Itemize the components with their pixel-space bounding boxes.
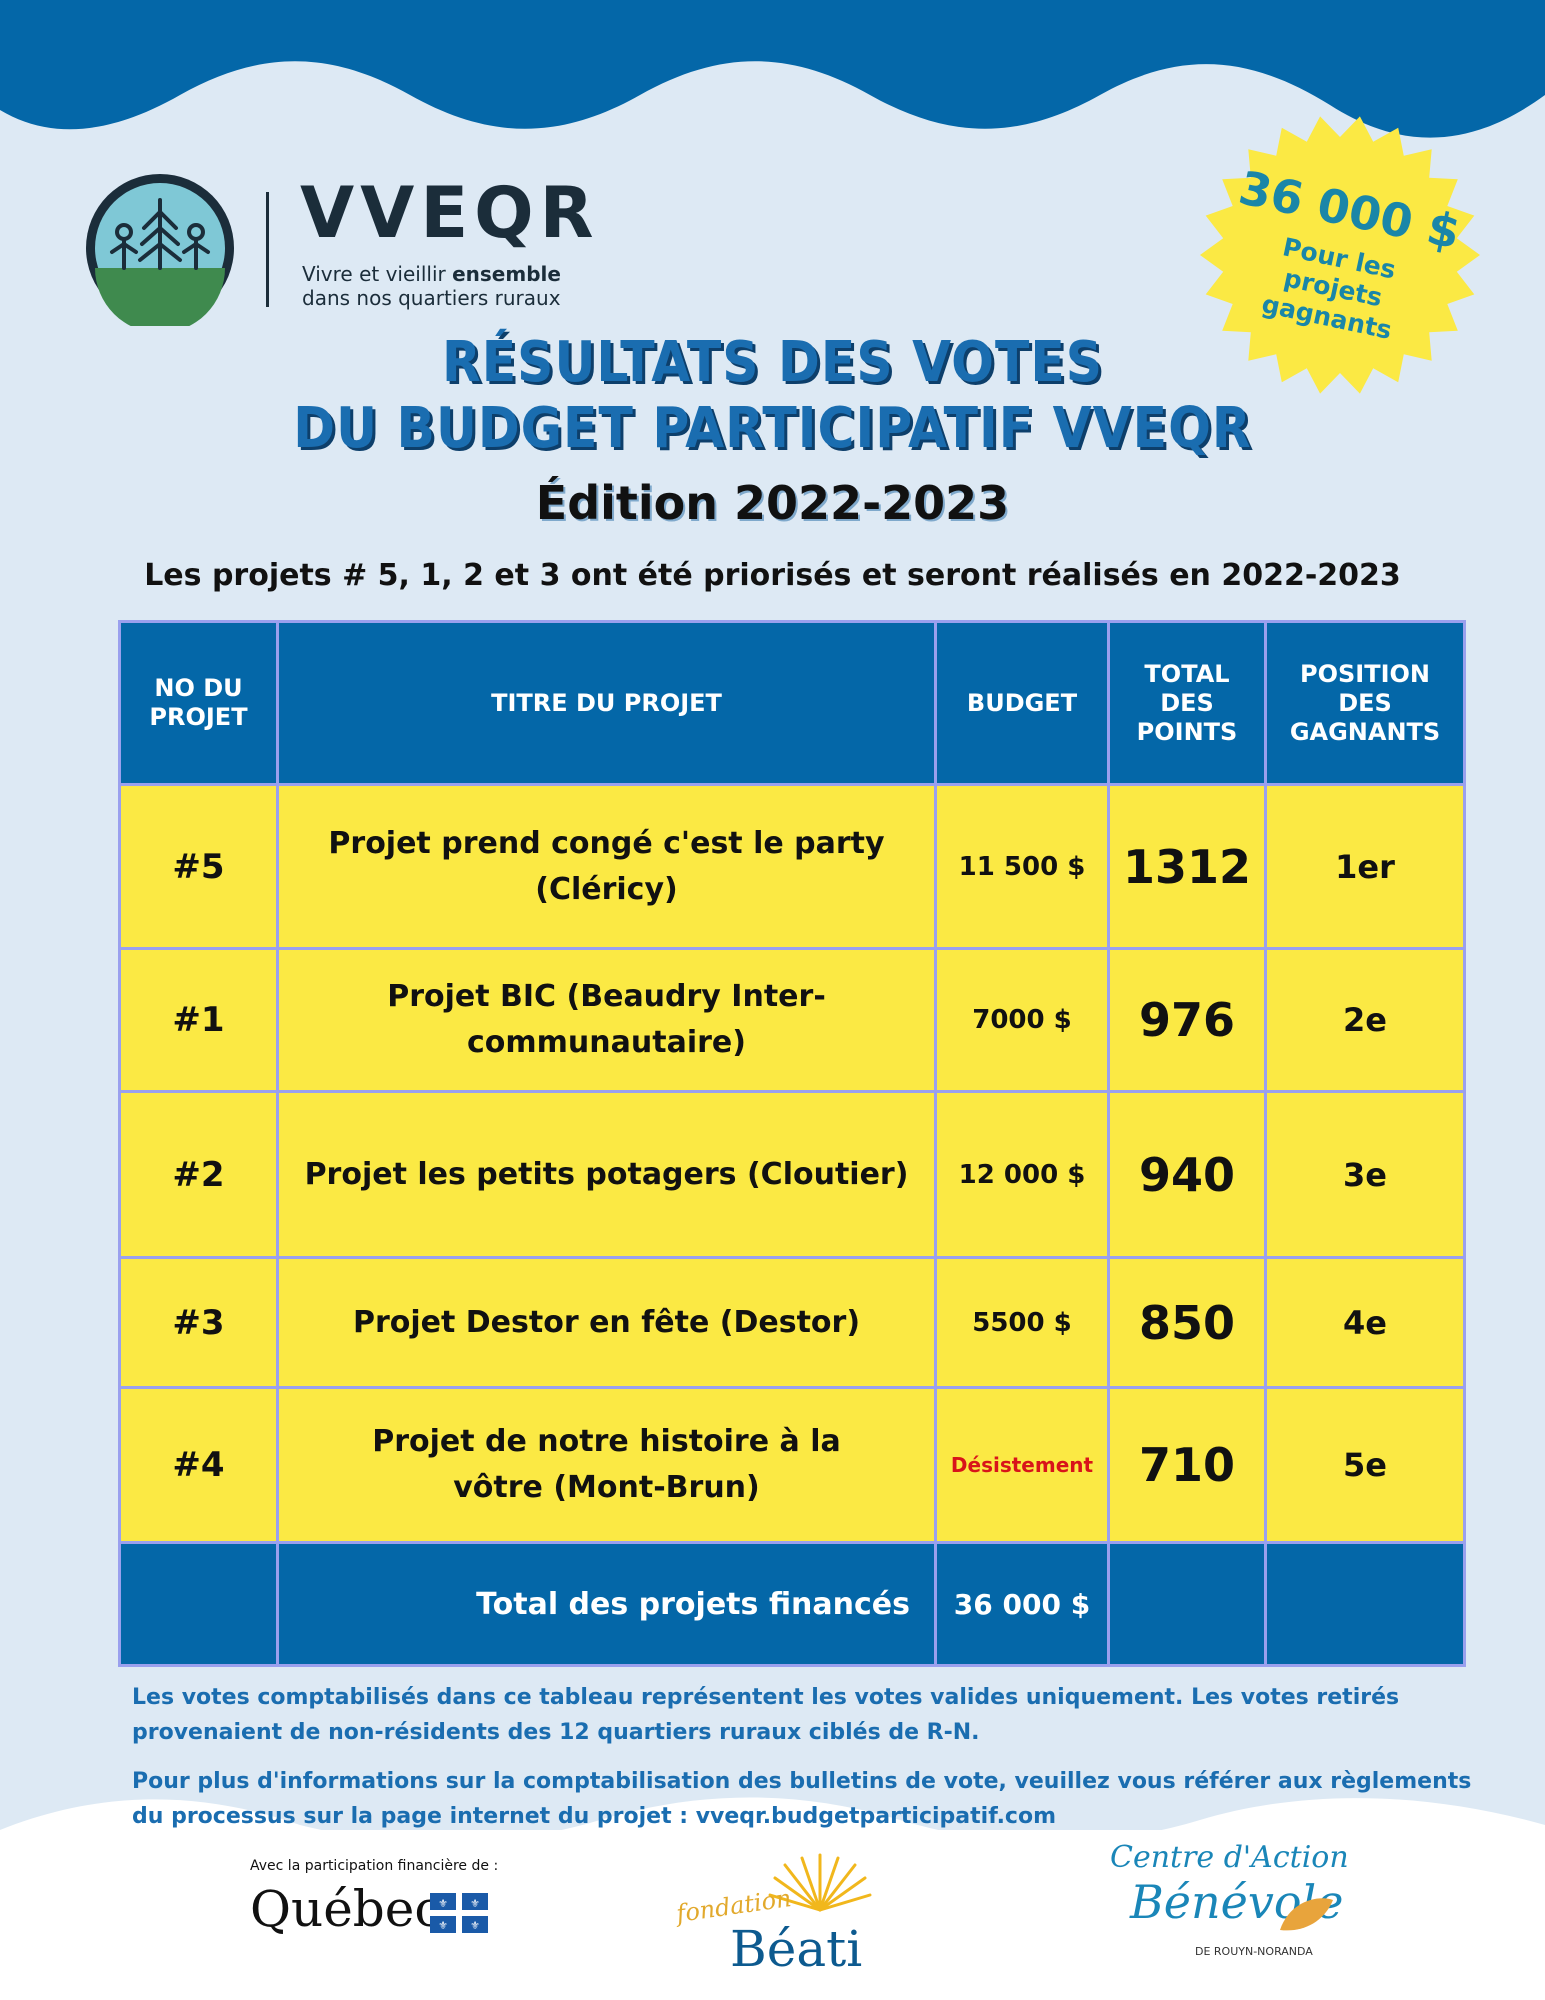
total-label: Total des projets financés (276, 1541, 937, 1667)
header-wave (0, 0, 1545, 138)
logo-divider (266, 192, 269, 307)
prize-burst-badge (1200, 116, 1480, 394)
svg-text:⚜: ⚜ (438, 1897, 448, 1910)
quebec-logo-text: Québec (250, 1880, 443, 1938)
cell-position: 4e (1264, 1256, 1466, 1389)
priority-subtitle: Les projets # 5, 1, 2 et 3 ont été prior… (144, 558, 1401, 593)
note-valid-votes: Les votes comptabilisés dans ce tableau … (132, 1685, 1400, 1745)
cell-points: 1312 (1107, 783, 1267, 950)
cell-project-number: #3 (118, 1256, 279, 1389)
cell-points: 976 (1107, 947, 1267, 1093)
cell-position: 3e (1264, 1090, 1466, 1259)
cell-project-number: #1 (118, 947, 279, 1093)
title-line-1: RÉSULTATS DES VOTES (441, 330, 1104, 395)
total-empty-cell (1107, 1541, 1267, 1667)
table-row: #4 Projet de notre histoire à la vôtre (… (118, 1386, 1466, 1544)
tagline-text: Vivre et vieillir (302, 262, 453, 286)
cell-points: 940 (1107, 1090, 1267, 1259)
cell-project-title: Projet les petits potagers (Cloutier) (276, 1090, 937, 1259)
note-more-info: Pour plus d'informations sur la comptabi… (132, 1769, 1472, 1829)
cell-points: 710 (1107, 1386, 1267, 1544)
header-total-points: TOTAL DES POINTS (1107, 620, 1267, 786)
table-row: #1 Projet BIC (Beaudry Inter-communautai… (118, 947, 1466, 1093)
tagline-line2: dans nos quartiers ruraux (302, 286, 561, 310)
header-budget: BUDGET (934, 620, 1110, 786)
funding-caption: Avec la participation financière de : (250, 1858, 499, 1874)
table-row: #5 Projet prend congé c'est le party (Cl… (118, 783, 1466, 950)
cell-budget: 5500 $ (934, 1256, 1110, 1389)
total-empty-cell (1264, 1541, 1466, 1667)
header-project-number: NO DU PROJET (118, 620, 279, 786)
cab-line-1: Centre d'Action (1110, 1840, 1349, 1875)
total-budget: 36 000 $ (934, 1541, 1110, 1667)
cell-project-number: #4 (118, 1386, 279, 1544)
edition-title: Édition 2022-2023 (535, 476, 1010, 530)
header-project-title: TITRE DU PROJET (276, 620, 937, 786)
cell-project-title: Projet BIC (Beaudry Inter-communautaire) (276, 947, 937, 1093)
cab-leaf-icon (1280, 1898, 1333, 1931)
header-winner-position: POSITION DES GAGNANTS (1264, 620, 1466, 786)
brand-name: VVEQR (300, 172, 600, 254)
cab-line-3: DE ROUYN-NORANDA (1195, 1945, 1313, 1958)
svg-text:⚜: ⚜ (470, 1897, 480, 1910)
beati-sun-icon (768, 1853, 872, 1912)
beati-logo-text: Béati (730, 1920, 863, 1978)
total-empty-cell (118, 1541, 279, 1667)
cell-project-title: Projet Destor en fête (Destor) (276, 1256, 937, 1389)
page-title: RÉSULTATS DES VOTES DU BUDGET PARTICIPAT… (0, 330, 1545, 462)
cell-position: 1er (1264, 783, 1466, 950)
cell-budget: 7000 $ (934, 947, 1110, 1093)
cell-project-number: #5 (118, 783, 279, 950)
cell-budget-withdrawn: Désistement (934, 1386, 1110, 1544)
svg-text:⚜: ⚜ (470, 1919, 480, 1932)
footnotes: Les votes comptabilisés dans ce tableau … (132, 1680, 1472, 1848)
brand-tagline: Vivre et vieillir ensemble dans nos quar… (302, 262, 561, 310)
cell-position: 2e (1264, 947, 1466, 1093)
cell-position: 5e (1264, 1386, 1466, 1544)
cell-budget: 11 500 $ (934, 783, 1110, 950)
title-line-2: DU BUDGET PARTICIPATIF VVEQR (293, 396, 1252, 461)
svg-text:⚜: ⚜ (438, 1919, 448, 1932)
table-row: #3 Projet Destor en fête (Destor) 5500 $… (118, 1256, 1466, 1389)
table-header-row: NO DU PROJET TITRE DU PROJET BUDGET TOTA… (118, 620, 1466, 786)
cell-project-title: Projet de notre histoire à la vôtre (Mon… (276, 1386, 937, 1544)
vveqr-logo-icon (86, 174, 234, 326)
results-table: NO DU PROJET TITRE DU PROJET BUDGET TOTA… (118, 620, 1466, 1667)
cell-points: 850 (1107, 1256, 1267, 1389)
footer-band (0, 1830, 1545, 2000)
tagline-bold: ensemble (452, 262, 561, 286)
table-row: #2 Projet les petits potagers (Cloutier)… (118, 1090, 1466, 1259)
quebec-flag-icon: ⚜ ⚜ ⚜ ⚜ (430, 1893, 488, 1933)
cell-budget: 12 000 $ (934, 1090, 1110, 1259)
table-total-row: Total des projets financés 36 000 $ (118, 1541, 1466, 1667)
cell-project-number: #2 (118, 1090, 279, 1259)
cell-project-title: Projet prend congé c'est le party (Cléri… (276, 783, 937, 950)
